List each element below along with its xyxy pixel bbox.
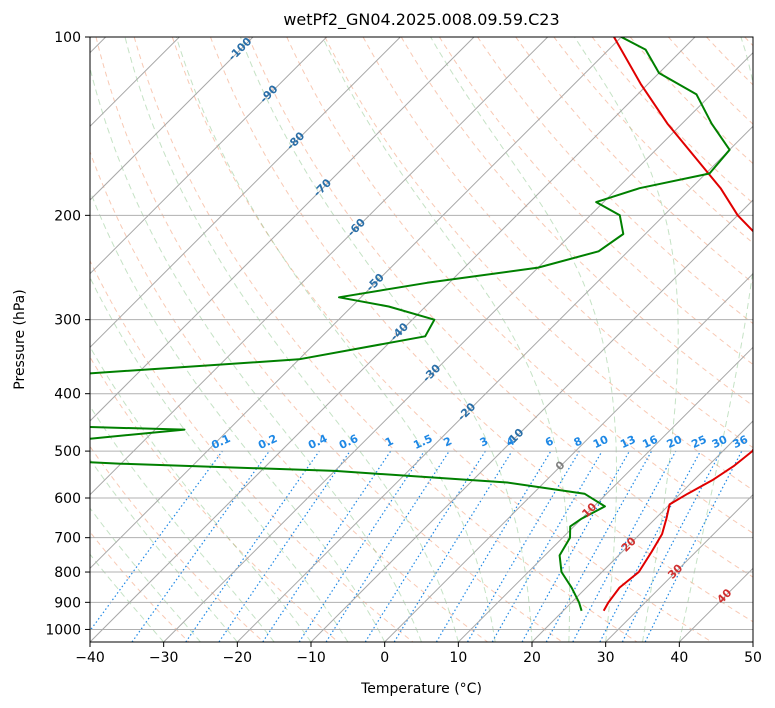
dry-adiabat-line: [210, 37, 753, 623]
isotherm-line: [605, 493, 753, 642]
mixing-ratio-line: [218, 450, 351, 642]
y-tick-label: 300: [54, 313, 81, 329]
mixing-ratio-line: [325, 450, 450, 642]
y-tick-label: 100: [54, 30, 81, 46]
mixing-ratio-label: 10: [591, 433, 611, 451]
dry-adiabat-line: [90, 445, 264, 642]
isotherm-line: [90, 37, 475, 422]
mixing-ratio-line: [131, 450, 270, 642]
isotherm-line: [163, 51, 753, 642]
dry-adiabat-line: [362, 37, 753, 449]
mixing-ratio-line: [644, 450, 743, 642]
dry-adiabat-line: [400, 37, 753, 407]
isotherm-line: [457, 346, 753, 642]
isotherm-line: [531, 420, 753, 642]
mixing-ratio-line: [572, 450, 677, 642]
moist-adiabat-line: [90, 458, 238, 642]
dry-adiabat-line: [95, 37, 563, 642]
y-tick-label: 800: [54, 565, 81, 581]
dry-adiabat-line: [438, 37, 753, 366]
moist-adiabat-line: [574, 37, 679, 642]
mixing-ratio-line: [90, 450, 223, 632]
dry-adiabat-line: [90, 259, 414, 642]
mixing-ratio-line: [298, 450, 425, 642]
mixing-ratio-line: [521, 450, 631, 642]
y-tick-label: 500: [54, 444, 81, 460]
moist-adiabat-line: [124, 37, 459, 642]
mixing-ratio-line: [545, 450, 653, 642]
x-tick-label: −10: [296, 650, 326, 666]
x-tick-label: 40: [670, 650, 688, 666]
moist-adiabat-line: [322, 37, 571, 642]
dry-adiabat-line: [591, 37, 753, 204]
axes: −40 −30 −20 −10 0 10 20 30 40 50 100 200 300 400 500 60…: [45, 30, 762, 666]
y-tick-label: 400: [54, 387, 81, 403]
isotherm-line: [90, 37, 622, 570]
x-tick-label: −40: [75, 650, 105, 666]
moist-adiabat-line: [90, 189, 386, 642]
plot-frame: [89, 36, 754, 643]
moist-adiabat-line: [239, 37, 533, 642]
mixing-ratio-line: [262, 450, 392, 642]
dewpoint-line: [90, 37, 731, 612]
dry-adiabat-line: [629, 37, 753, 165]
x-tick-label: 0: [380, 650, 389, 666]
x-axis-label: Temperature (°C): [360, 681, 482, 697]
dry-adiabat-line: [171, 37, 712, 642]
sounding-series: [90, 37, 753, 612]
x-tick-label: 50: [744, 650, 762, 666]
mixing-ratio-label: 20: [665, 433, 685, 451]
moist-adiabat-line: [90, 276, 349, 642]
dry-adiabat-line: [90, 531, 190, 642]
isotherm-line: [90, 37, 254, 201]
x-tick-label: −20: [223, 650, 253, 666]
isotherm-line: [90, 37, 401, 349]
isotherm-line: [90, 37, 696, 642]
y-tick-label: 700: [54, 531, 81, 547]
isotherm-line: [310, 199, 753, 642]
x-tick-label: 30: [597, 650, 615, 666]
moist-adiabat-line: [90, 65, 422, 642]
moist-adiabat-line: [678, 37, 753, 642]
isotherm-line: [384, 272, 753, 642]
chart-title: wetPf2_GN04.2025.008.09.59.C23: [283, 10, 559, 30]
isotherm-line: [90, 37, 549, 496]
mixing-ratio-label: 36: [731, 433, 751, 451]
dry-adiabat-line: [477, 37, 753, 325]
mixing-ratio-label: 13: [618, 433, 637, 451]
dry-adiabat-line: [248, 37, 753, 578]
y-tick-label: 900: [54, 595, 81, 611]
dry-adiabat-line: [515, 37, 753, 284]
isotherm-lines: [90, 37, 753, 642]
pressure-gridlines: [90, 37, 753, 630]
y-axis-label: Pressure (hPa): [12, 289, 28, 389]
mixing-ratio-label: 16: [640, 433, 660, 451]
moist-adiabat-line: [90, 405, 275, 642]
y-tick-label: 200: [54, 208, 81, 224]
x-tick-label: 20: [523, 650, 541, 666]
x-tick-label: 10: [449, 650, 467, 666]
mixing-ratio-label: 30: [710, 433, 730, 451]
isotherm-line: [236, 125, 753, 642]
mixing-ratio-line: [393, 450, 513, 642]
isotherm-line: [90, 37, 328, 275]
temperature-line: [602, 37, 753, 612]
mixing-ratio-line: [185, 450, 320, 642]
mixing-ratio-label: 25: [689, 433, 708, 451]
moist-adiabat-line: [90, 507, 201, 642]
dry-adiabat-line: [133, 37, 638, 642]
x-tick-label: −30: [149, 650, 179, 666]
moist-adiabat-line: [90, 553, 165, 642]
y-tick-label: 1000: [45, 622, 81, 638]
y-tick-label: 600: [54, 491, 81, 507]
moist-adiabat-line: [175, 37, 496, 642]
